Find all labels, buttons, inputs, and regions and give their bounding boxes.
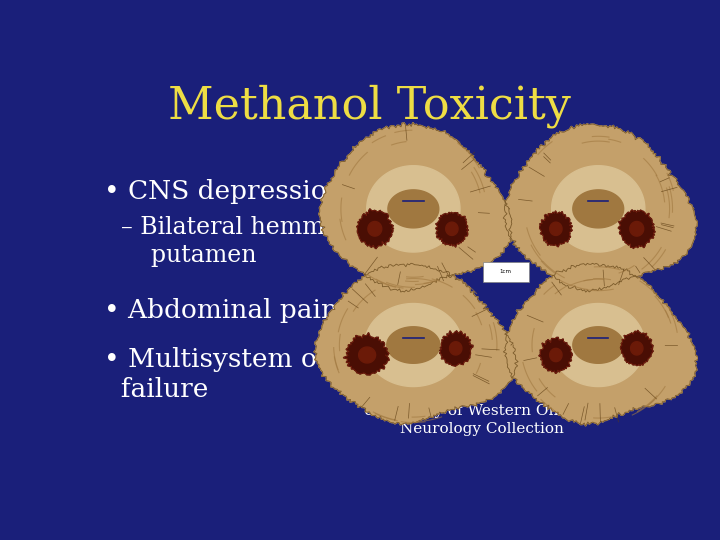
Polygon shape (552, 303, 645, 387)
Text: • Abdominal pain: • Abdominal pain (104, 298, 338, 322)
Text: Methanol Toxicity: Methanol Toxicity (168, 85, 570, 128)
Polygon shape (368, 221, 382, 236)
Polygon shape (343, 333, 390, 375)
Polygon shape (359, 347, 376, 363)
Polygon shape (364, 303, 462, 387)
Text: • Multisystem organ
  failure: • Multisystem organ failure (104, 347, 379, 402)
Polygon shape (618, 210, 655, 248)
Polygon shape (631, 342, 643, 355)
Polygon shape (552, 166, 645, 252)
Polygon shape (573, 327, 624, 363)
Polygon shape (357, 209, 394, 248)
FancyBboxPatch shape (482, 262, 529, 282)
Polygon shape (439, 331, 473, 366)
Text: • CNS depression: • CNS depression (104, 179, 343, 204)
Polygon shape (319, 123, 512, 292)
Polygon shape (540, 211, 572, 247)
Polygon shape (388, 190, 438, 228)
Polygon shape (549, 348, 562, 362)
Polygon shape (446, 222, 458, 235)
Text: University of Western Ontario:
Neurology Collection: University of Western Ontario: Neurology… (364, 404, 600, 436)
Polygon shape (366, 166, 460, 252)
Polygon shape (621, 330, 653, 366)
Polygon shape (449, 342, 462, 355)
Polygon shape (573, 190, 624, 228)
Text: 1cm: 1cm (500, 269, 512, 274)
Polygon shape (630, 221, 644, 236)
Polygon shape (503, 124, 698, 292)
Polygon shape (387, 327, 440, 363)
Polygon shape (436, 212, 469, 247)
Polygon shape (549, 222, 562, 235)
Polygon shape (539, 338, 572, 374)
Text: – Bilateral hemmorhage
    putamen: – Bilateral hemmorhage putamen (121, 216, 408, 267)
Polygon shape (503, 264, 698, 426)
Polygon shape (314, 264, 518, 425)
